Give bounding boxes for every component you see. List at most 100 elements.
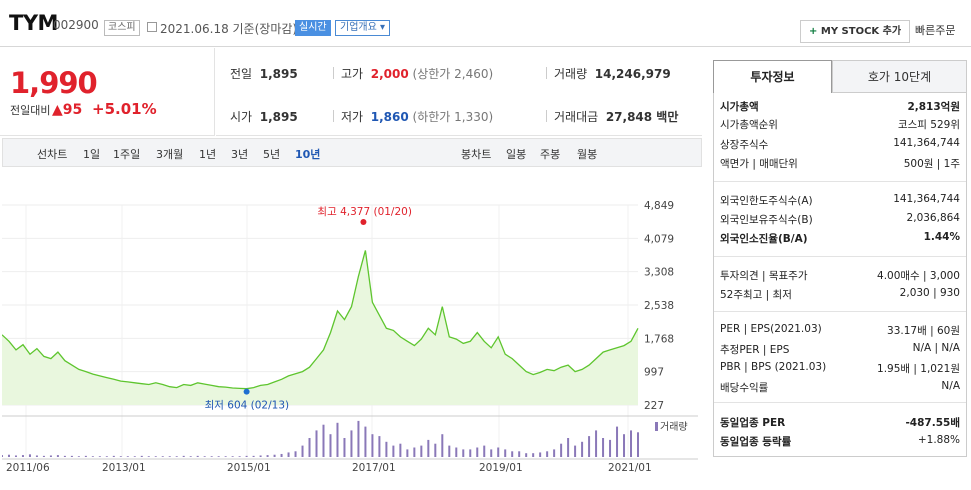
info-key: 52주최고 | 최저 xyxy=(720,289,792,301)
volume-bar xyxy=(343,438,346,457)
range-1d[interactable]: 1일 xyxy=(83,148,101,161)
open-price: 시가 1,895 xyxy=(230,108,298,125)
high-value: 2,000 xyxy=(370,67,409,81)
y-tick-label: 4,079 xyxy=(644,233,674,245)
volume-bar xyxy=(322,424,325,457)
x-tick-label: 2017/01 xyxy=(352,462,396,474)
volume-bar xyxy=(56,455,59,457)
volume-bar xyxy=(308,438,311,457)
trade-amount: 거래대금 27,848 백만 xyxy=(554,108,678,125)
divider xyxy=(333,110,334,122)
amount-label: 거래대금 xyxy=(554,110,599,124)
line-chart-label: 선차트 xyxy=(37,148,68,161)
volume-bar xyxy=(210,456,213,457)
volume-bar xyxy=(49,455,52,457)
range-10y[interactable]: 10년 xyxy=(295,148,321,161)
volume-bar xyxy=(84,455,87,457)
volume-bar xyxy=(609,439,612,457)
volume-bar xyxy=(259,455,262,457)
volume-bar xyxy=(427,439,430,457)
corp-overview-label: 기업개요 xyxy=(340,22,377,33)
volume-bar xyxy=(161,456,164,457)
high-annotation: 최고 4,377 (01/20) xyxy=(317,206,412,218)
section-divider xyxy=(714,256,966,257)
volume-bar xyxy=(1,455,3,457)
info-row: 시가총액순위 코스피 529위 xyxy=(720,117,960,133)
volume-bar xyxy=(329,434,332,457)
divider xyxy=(333,67,334,79)
volume-value: 14,246,979 xyxy=(594,67,671,81)
info-key: 시가총액 xyxy=(720,101,759,113)
volume-bar xyxy=(133,456,136,457)
stock-header: TYM 002900 코스피 2021.06.18 기준(장마감) 실시간 기업… xyxy=(0,0,971,47)
volume-bar xyxy=(273,454,276,457)
candle-monthly[interactable]: 월봉 xyxy=(577,148,598,161)
quick-order-link[interactable]: 빠른주문 xyxy=(915,24,956,37)
info-row: 시가총액 2,813억원 xyxy=(720,99,960,115)
info-key: 외국인소진율(B/A) xyxy=(720,233,808,245)
volume-bar xyxy=(112,455,115,457)
divider xyxy=(546,110,547,122)
plus-icon: + xyxy=(809,26,818,37)
low-marker xyxy=(243,388,250,395)
info-row: 52주최고 | 최저 2,030 | 930 xyxy=(720,287,960,303)
tab-order-book[interactable]: 호가 10단계 xyxy=(832,60,967,93)
volume-bar xyxy=(189,456,192,457)
volume-bar xyxy=(441,434,444,457)
mystock-add-button[interactable]: + MY STOCK 추가 xyxy=(800,20,911,43)
range-1y[interactable]: 1년 xyxy=(199,148,217,161)
volume-bar xyxy=(434,443,437,457)
info-row: 투자의견 | 목표주가 4.00매수 | 3,000 xyxy=(720,268,960,284)
chart-range-bar: 선차트 1일 1주일 3개월 1년 3년 5년 10년 봉차트 일봉 주봉 월봉 xyxy=(2,138,702,167)
realtime-button[interactable]: 실시간 xyxy=(295,20,331,36)
volume-bar xyxy=(280,453,283,457)
volume-bar xyxy=(154,456,157,457)
info-key: 동일업종 PER xyxy=(720,417,786,429)
chart-svg: 4,849 4,079 3,308 2,538 1,768 997 227 2011/06 2… xyxy=(1,200,698,474)
info-row: 동일업종 PER -487.55배 xyxy=(720,415,960,431)
low-limit: (하한가 1,330) xyxy=(412,110,494,124)
volume-bar xyxy=(238,456,241,457)
volume-bar xyxy=(119,456,122,457)
info-row: PER | EPS(2021.03) 33.17배 | 60원 xyxy=(720,323,960,339)
y-tick-label: 997 xyxy=(644,367,664,379)
volume-bar xyxy=(546,451,549,457)
candle-daily[interactable]: 일봉 xyxy=(506,148,527,161)
y-tick-label: 227 xyxy=(644,400,664,412)
range-3m[interactable]: 3개월 xyxy=(156,148,184,161)
info-value: N/A xyxy=(941,380,960,392)
volume-bar xyxy=(287,452,290,457)
y-tick-label: 4,849 xyxy=(644,200,674,212)
low-label: 저가 xyxy=(341,110,364,124)
range-1w[interactable]: 1주일 xyxy=(113,148,141,161)
volume-bar xyxy=(378,436,381,457)
volume-bar xyxy=(105,456,108,457)
info-panel: 투자정보 호가 10단계 시가총액 2,813억원 시가총액순위 코스피 529위 상장… xyxy=(713,60,967,457)
quote-panel: 전일 1,895 고가 2,000 (상한가 2,460) 거래량 14,246… xyxy=(216,48,702,136)
volume-bar xyxy=(574,445,577,457)
change-value: ▲95 xyxy=(52,102,82,118)
info-value: 4.00매수 | 3,000 xyxy=(877,270,960,282)
change-percent: +5.01% xyxy=(92,100,157,118)
volume-bar xyxy=(266,455,269,457)
range-5y[interactable]: 5년 xyxy=(263,148,281,161)
volume-bar xyxy=(455,447,458,457)
info-value: -487.55배 xyxy=(905,417,960,429)
info-value: 2,813억원 xyxy=(907,101,960,113)
volume-bar xyxy=(140,455,143,457)
candle-weekly[interactable]: 주봉 xyxy=(540,148,561,161)
price-chart[interactable]: 4,849 4,079 3,308 2,538 1,768 997 227 2011/06 2… xyxy=(1,187,703,487)
volume-legend-swatch xyxy=(655,422,658,431)
change-amount: 95 xyxy=(62,102,83,118)
info-key: 외국인보유주식수(B) xyxy=(720,214,813,226)
corp-overview-button[interactable]: 기업개요 ▾ xyxy=(335,20,391,36)
volume-bar xyxy=(483,445,486,457)
low-price: 저가 1,860 (하한가 1,330) xyxy=(341,108,493,125)
calendar-icon xyxy=(147,22,157,32)
range-3y[interactable]: 3년 xyxy=(231,148,249,161)
volume-bar xyxy=(42,455,45,457)
tab-invest-info[interactable]: 투자정보 xyxy=(713,60,832,93)
info-value: 141,364,744 xyxy=(893,193,960,205)
price-area xyxy=(2,250,638,405)
info-value: 코스피 529위 xyxy=(897,119,960,131)
